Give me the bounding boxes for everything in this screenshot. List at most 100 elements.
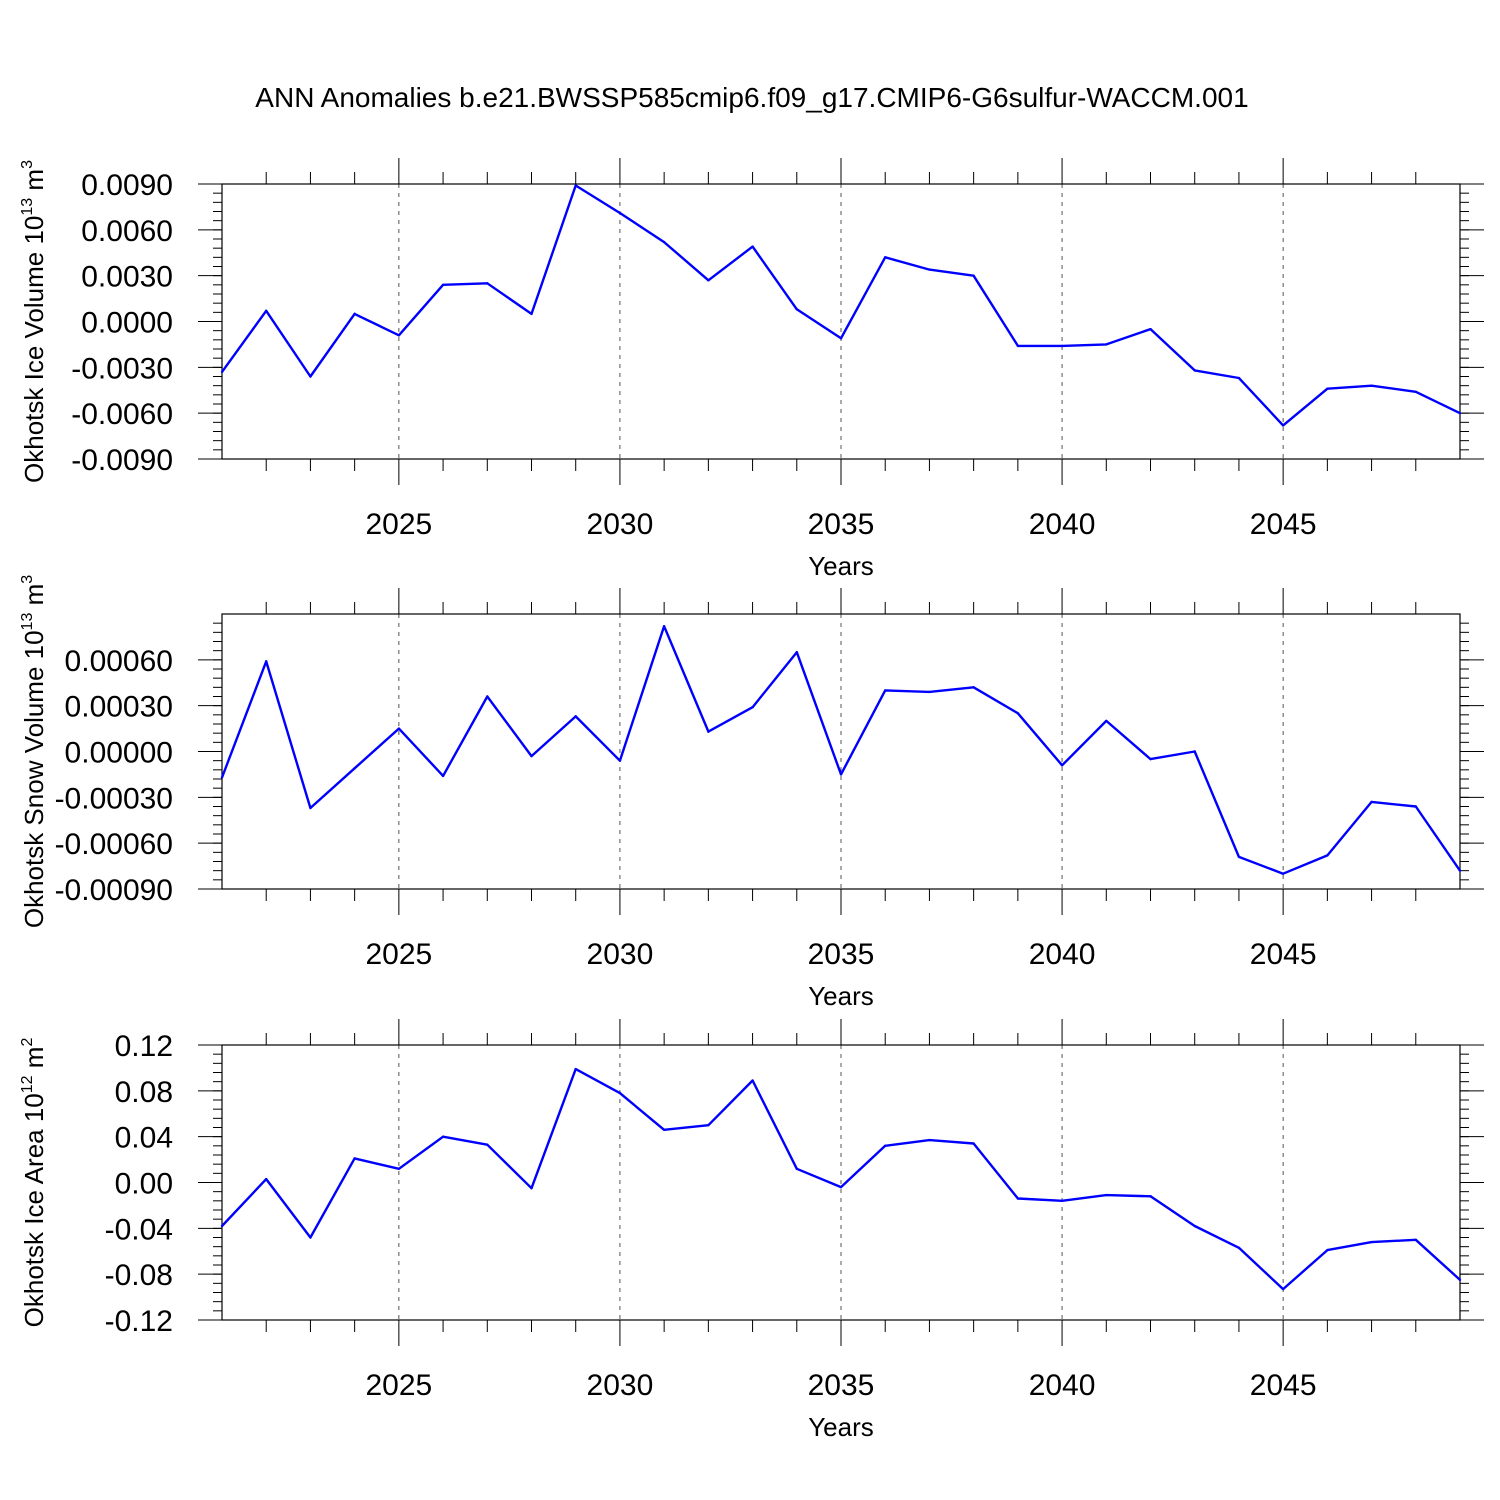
data-point xyxy=(1149,1195,1152,1198)
data-point xyxy=(1105,343,1108,346)
x-tick-label: 2035 xyxy=(808,508,875,541)
x-tick-label: 2045 xyxy=(1250,938,1317,971)
y-tick-label: -0.00090 xyxy=(55,874,173,907)
x-tick-label: 2035 xyxy=(808,1369,875,1402)
data-point xyxy=(1237,855,1241,859)
data-point xyxy=(928,1138,931,1142)
data-point xyxy=(1370,800,1373,804)
data-point xyxy=(265,309,268,313)
y-tick-label: 0.0090 xyxy=(81,169,173,202)
y-tick-label: 0.00 xyxy=(115,1168,173,1201)
data-point xyxy=(707,279,710,282)
x-axis-label: Years xyxy=(808,981,874,1011)
y-tick-label: -0.0060 xyxy=(71,398,173,431)
y-tick-label: 0.0060 xyxy=(81,215,173,248)
data-point xyxy=(1370,1240,1373,1244)
data-point xyxy=(707,730,710,733)
x-tick-label: 2040 xyxy=(1029,1369,1096,1402)
data-point xyxy=(1281,1287,1285,1291)
data-point xyxy=(530,312,533,316)
data-point xyxy=(1149,327,1152,331)
data-point xyxy=(1193,750,1196,753)
data-point xyxy=(751,245,754,248)
data-point xyxy=(530,1187,533,1190)
y-tick-label: 0.08 xyxy=(115,1076,173,1109)
data-point xyxy=(441,283,445,287)
data-point xyxy=(1281,872,1285,875)
y-tick-label: -0.00030 xyxy=(55,782,173,815)
data-point xyxy=(1237,1246,1241,1250)
x-tick-label: 2030 xyxy=(587,938,654,971)
data-point xyxy=(662,1128,666,1131)
panel-ice-area: -0.12 -0.08 -0.04 0.00 0.04 0.08 0.12 2025 2030 2… xyxy=(19,1019,1484,1442)
data-point xyxy=(839,773,843,776)
data-point xyxy=(353,312,356,316)
data-point xyxy=(1237,376,1241,380)
x-tick-label: 2045 xyxy=(1250,1369,1317,1402)
panel-snow-volume: -0.00090 -0.00060 -0.00030 0.00000 0.00030 0.… xyxy=(19,575,1484,1011)
data-point xyxy=(1326,854,1329,857)
data-point xyxy=(220,370,224,374)
data-point xyxy=(972,686,975,689)
y-tick-label: 0.00030 xyxy=(65,691,173,724)
panel-ice-volume: -0.0090 -0.0060 -0.0030 0.0000 0.0030 0.0060 0… xyxy=(19,158,1484,581)
y-axis-label: Okhotsk Ice Volume 1013 m3 xyxy=(19,160,49,483)
data-point xyxy=(1193,369,1196,372)
data-point xyxy=(1458,1278,1462,1282)
data-point xyxy=(928,268,931,271)
data-point xyxy=(795,308,798,311)
data-point xyxy=(530,754,533,758)
data-point xyxy=(1016,712,1020,715)
data-point xyxy=(839,1185,843,1189)
x-tick-label: 2045 xyxy=(1250,508,1317,541)
data-point xyxy=(618,211,622,215)
y-tick-label: 0.0000 xyxy=(81,307,173,340)
figure-title: ANN Anomalies b.e21.BWSSP585cmip6.f09_g1… xyxy=(255,82,1248,113)
y-tick-label: 0.0030 xyxy=(81,261,173,294)
y-tick-label: -0.00060 xyxy=(55,828,173,861)
data-point xyxy=(972,274,975,277)
data-point xyxy=(397,1167,401,1170)
x-tick-label: 2030 xyxy=(587,1369,654,1402)
data-point xyxy=(795,650,798,654)
data-point xyxy=(618,1091,622,1095)
x-tick-label: 2035 xyxy=(808,938,875,971)
data-point xyxy=(441,1135,445,1138)
data-point xyxy=(1281,424,1285,427)
data-point xyxy=(1105,719,1108,723)
y-tick-label: 0.04 xyxy=(115,1122,173,1155)
x-tick-label: 2040 xyxy=(1029,938,1096,971)
data-point xyxy=(1458,411,1462,415)
data-point xyxy=(795,1167,798,1170)
data-point xyxy=(574,184,577,187)
data-point xyxy=(265,660,268,663)
data-point xyxy=(1458,869,1462,872)
x-tick-label: 2040 xyxy=(1029,508,1096,541)
data-point xyxy=(1016,1197,1020,1200)
data-point xyxy=(707,1124,710,1127)
data-point xyxy=(574,1067,577,1071)
data-point xyxy=(265,1177,268,1181)
data-point xyxy=(353,1157,356,1160)
data-point xyxy=(1414,805,1417,808)
data-point xyxy=(1414,1238,1417,1241)
data-point xyxy=(884,256,887,259)
data-point xyxy=(662,240,666,244)
y-tick-label: 0.12 xyxy=(115,1030,173,1063)
data-point xyxy=(751,1079,754,1082)
data-point xyxy=(1326,387,1329,390)
data-point xyxy=(839,337,843,340)
x-tick-label: 2025 xyxy=(365,938,432,971)
data-point xyxy=(1060,764,1064,767)
data-point xyxy=(309,375,312,378)
panels: -0.0090 -0.0060 -0.0030 0.0000 0.0030 0.0060 0… xyxy=(19,158,1484,1442)
data-point xyxy=(486,695,489,698)
data-point xyxy=(618,759,622,762)
data-point xyxy=(397,334,401,337)
data-point xyxy=(1060,344,1064,348)
y-tick-label: -0.12 xyxy=(105,1305,173,1338)
data-point xyxy=(486,282,489,285)
data-point xyxy=(309,1236,312,1239)
data-point xyxy=(1414,390,1417,393)
